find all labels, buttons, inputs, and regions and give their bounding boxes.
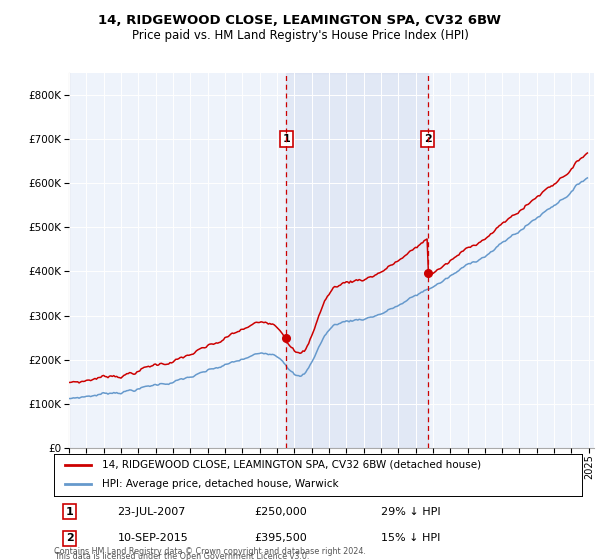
- Text: 15% ↓ HPI: 15% ↓ HPI: [382, 533, 441, 543]
- Text: 1: 1: [66, 507, 74, 517]
- Text: Price paid vs. HM Land Registry's House Price Index (HPI): Price paid vs. HM Land Registry's House …: [131, 29, 469, 42]
- Text: 23-JUL-2007: 23-JUL-2007: [118, 507, 186, 517]
- Text: 14, RIDGEWOOD CLOSE, LEAMINGTON SPA, CV32 6BW: 14, RIDGEWOOD CLOSE, LEAMINGTON SPA, CV3…: [98, 14, 502, 27]
- Text: This data is licensed under the Open Government Licence v3.0.: This data is licensed under the Open Gov…: [54, 552, 310, 560]
- Text: 2: 2: [66, 533, 74, 543]
- Text: 1: 1: [283, 134, 290, 144]
- Text: £395,500: £395,500: [254, 533, 307, 543]
- Text: 29% ↓ HPI: 29% ↓ HPI: [382, 507, 441, 517]
- Text: Contains HM Land Registry data © Crown copyright and database right 2024.: Contains HM Land Registry data © Crown c…: [54, 547, 366, 556]
- Text: 14, RIDGEWOOD CLOSE, LEAMINGTON SPA, CV32 6BW (detached house): 14, RIDGEWOOD CLOSE, LEAMINGTON SPA, CV3…: [101, 460, 481, 470]
- Text: 2: 2: [424, 134, 432, 144]
- Text: £250,000: £250,000: [254, 507, 307, 517]
- Text: 10-SEP-2015: 10-SEP-2015: [118, 533, 188, 543]
- Text: HPI: Average price, detached house, Warwick: HPI: Average price, detached house, Warw…: [101, 479, 338, 489]
- Bar: [286, 73, 428, 448]
